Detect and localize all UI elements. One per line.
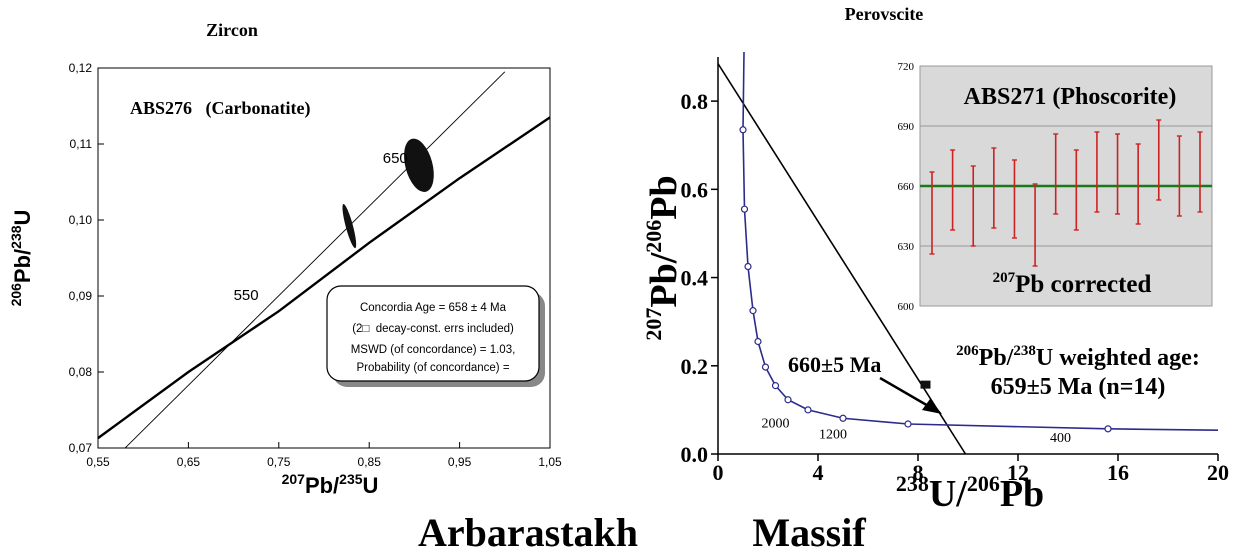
perovskite-lines: 2000 1200 400 [717, 51, 1219, 455]
annotation-arrow [879, 376, 942, 414]
concordia-age-marker [771, 382, 780, 390]
inset-weighted-mean: 600 630 660 690 720 ABS271 (Phoscorite) 207P… [898, 61, 1213, 313]
zircon-x-tick-label: 0,85 [358, 455, 382, 469]
result-line-3: MSWD (of concordance) = 1.03, [351, 344, 516, 356]
zircon-concordia-curve [97, 116, 551, 440]
inset-error-bars [929, 119, 1203, 267]
concordia-age-marker [749, 307, 757, 315]
concordia-age-marker [740, 205, 749, 213]
zircon-reference-line [124, 71, 506, 449]
perov-y-tick-label: 0.4 [681, 266, 709, 291]
zircon-title: Zircon [206, 20, 258, 40]
inset-title: ABS271 (Phoscorite) [964, 84, 1177, 110]
perovskite-axes [717, 57, 1218, 455]
perov-x-tick-label: 12 [1007, 460, 1029, 485]
zircon-sample-label: ABS276 (Carbonatite) [130, 98, 311, 119]
caption-arbarastakh: Arbarastakh [418, 510, 638, 555]
perov-x-tick-label: 4 [813, 460, 824, 485]
annotation-age: 660±5 Ma [788, 352, 881, 377]
inset-y-tick-label: 690 [898, 121, 915, 133]
zircon-ylabel: 206Pb/238U [8, 210, 35, 307]
concordia-age-marker [754, 337, 762, 346]
weighted-age-value: 659±5 Ma (n=14) [991, 374, 1166, 400]
zircon-x-tick-label: 1,05 [538, 455, 562, 469]
zircon-y-tick-label: 0,07 [69, 441, 93, 455]
zircon-data-ellipse [342, 204, 357, 249]
zircon-data-ellipse [404, 138, 434, 192]
perovskite-axes-ticks: 0 4 8 12 16 20 0.0 0.2 0.4 0.6 0.8 [681, 89, 1230, 485]
concordia-age-marker [761, 363, 770, 371]
perovskite-chart: Perovscite 0 4 8 12 16 200.00.20.40.60.8 6006… [641, 4, 1229, 515]
zircon-y-tick-label: 0,11 [70, 137, 93, 151]
zircon-x-tick-label: 0,95 [448, 455, 472, 469]
result-line-2: (2□ decay-const. errs included) [352, 323, 514, 335]
zircon-result-box: Concordia Age = 658 ± 4 Ma (2□ decay-con… [326, 285, 545, 387]
zircon-x-tick-label: 0,75 [267, 455, 291, 469]
perov-x-tick-label: 0 [713, 460, 724, 485]
inset-y-tick-label: 720 [898, 61, 915, 73]
perov-x-tick-label: 16 [1107, 460, 1129, 485]
concordia-age-marker [839, 414, 847, 422]
perov-concordia-curve [742, 51, 1219, 431]
perov-y-tick-label: 0.8 [681, 89, 709, 114]
perov-age-label: 2000 [762, 417, 790, 432]
zircon-x-tick-label: 0,55 [86, 455, 110, 469]
inset-y-tick-label: 660 [898, 181, 915, 193]
perov-x-tick-label: 8 [913, 460, 924, 485]
zircon-y-tick-label: 0,08 [69, 365, 93, 379]
perov-age-label: 1200 [819, 428, 847, 443]
concordia-age-marker [904, 420, 912, 428]
perovskite-xlabel: 238U/206Pb [896, 471, 1044, 515]
concordia-age-marker [1104, 425, 1112, 433]
concordia-age-marker [804, 406, 812, 414]
result-line-4: Probability (of concordance) = [356, 362, 509, 374]
perov-y-tick-label: 0.6 [681, 177, 709, 202]
perov-age-label: 400 [1050, 431, 1071, 446]
weighted-age-label: 206Pb/238U weighted age: [956, 343, 1200, 371]
inset-grid: 600 630 660 690 720 [898, 61, 1212, 313]
zircon-y-tick-label: 0,10 [69, 213, 93, 227]
caption-massif: Massif [752, 510, 866, 555]
zircon-y-tick-label: 0,09 [69, 289, 93, 303]
zircon-chart: Zircon 0,55 0,65 0,75 0,85 0,95 1,050,070,080… [8, 20, 562, 498]
perov-data-cluster [920, 380, 931, 389]
perovskite-ylabel: 207Pb/206Pb [641, 175, 685, 340]
zircon-age-label: 650 [383, 150, 408, 167]
result-line-1: Concordia Age = 658 ± 4 Ma [360, 302, 507, 314]
concordia-age-marker [744, 262, 752, 271]
inset-y-tick-label: 600 [898, 301, 915, 313]
concordia-age-marker [784, 396, 792, 404]
inset-subtitle: 207Pb corrected [993, 270, 1152, 298]
zircon-y-tick-label: 0,12 [69, 61, 93, 75]
perovskite-title: Perovscite [845, 4, 924, 24]
zircon-plot-area [97, 67, 551, 449]
concordia-age-marker [739, 126, 747, 134]
inset-y-tick-label: 630 [898, 241, 915, 253]
perov-y-tick-label: 0.0 [681, 442, 709, 467]
zircon-lines: 550 650 [97, 71, 551, 449]
regression-line [717, 63, 967, 455]
perov-x-tick-label: 20 [1207, 460, 1229, 485]
zircon-x-tick-label: 0,65 [177, 455, 201, 469]
zircon-age-label: 550 [234, 287, 259, 304]
perov-y-tick-label: 0.2 [681, 354, 709, 379]
zircon-axes-ticks: 0,55 0,65 0,75 0,85 0,95 1,05 0,07 0,08 0,09 0,10… [69, 61, 562, 469]
zircon-xlabel: 207Pb/235U [282, 471, 379, 498]
